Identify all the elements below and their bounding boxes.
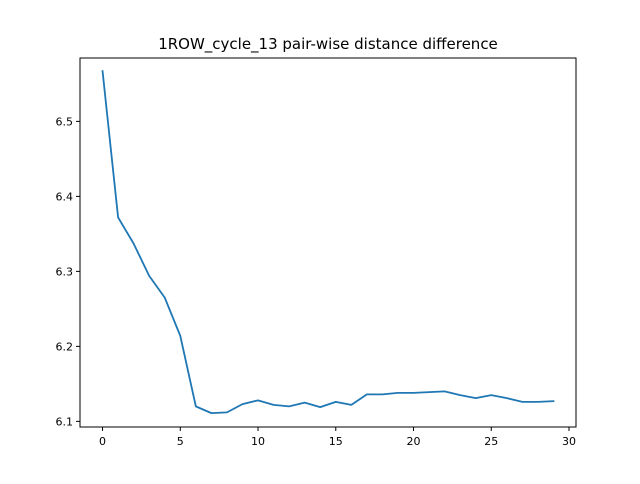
y-tick-label: 6.3: [56, 265, 74, 278]
x-tick-label: 5: [177, 435, 184, 448]
x-tick-label: 15: [329, 435, 343, 448]
x-tick-label: 30: [562, 435, 576, 448]
x-tick-label: 10: [251, 435, 265, 448]
y-tick-label: 6.5: [56, 115, 74, 128]
y-tick-label: 6.4: [56, 190, 74, 203]
y-tick-label: 6.2: [56, 340, 74, 353]
chart-title: 1ROW_cycle_13 pair-wise distance differe…: [158, 35, 498, 54]
x-tick-label: 20: [407, 435, 421, 448]
series-line-0: [101, 70, 555, 415]
x-tick-label: 0: [99, 435, 106, 448]
plot-frame: [79, 57, 577, 428]
x-tick-label: 25: [484, 435, 498, 448]
y-tick-label: 6.1: [56, 415, 74, 428]
